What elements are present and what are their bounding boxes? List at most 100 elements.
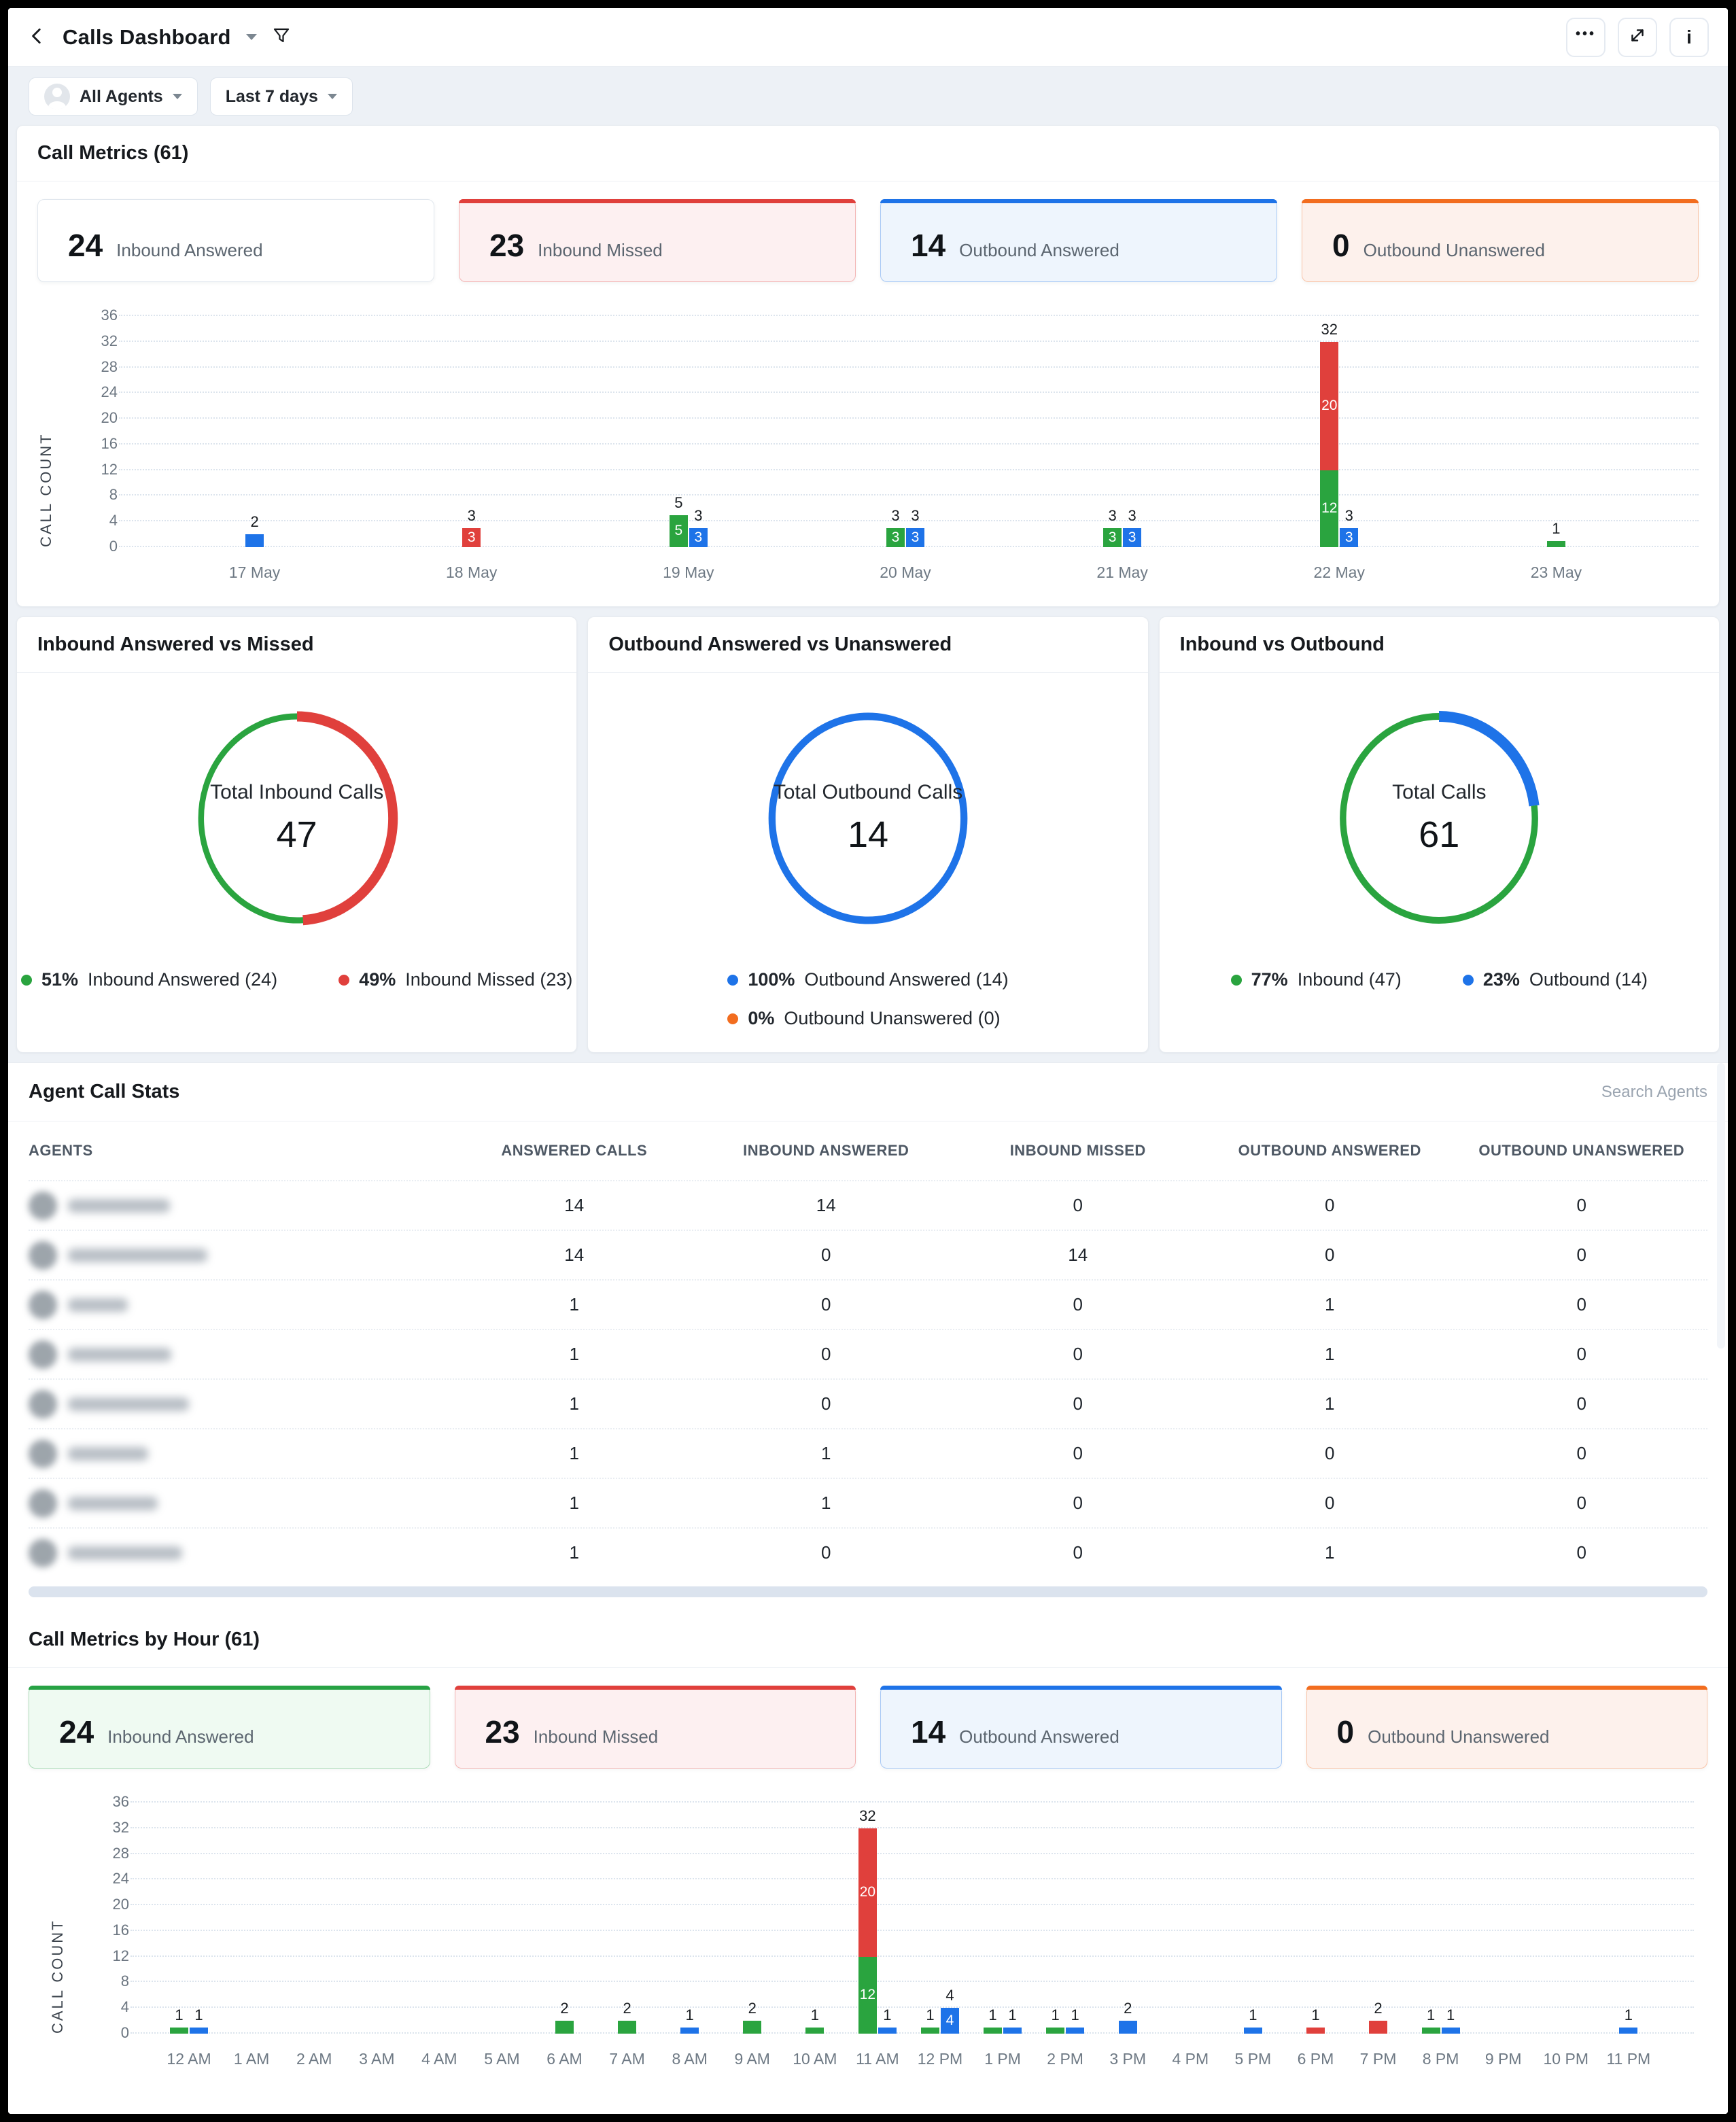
bar-segment-outbound-answered — [1619, 2027, 1638, 2034]
stat-card-accent — [459, 199, 856, 203]
agent-cell — [29, 1191, 449, 1220]
bar-segment-outbound-answered: 3 — [1123, 527, 1142, 547]
gridline — [119, 520, 1699, 522]
bar-value-label: 1 — [1051, 2006, 1060, 2023]
legend-item-inbound-answered[interactable]: 51% Inbound Answered (24) — [20, 969, 277, 990]
cell-outbound-unanswered: 0 — [1576, 1542, 1586, 1563]
ellipsis-icon: ••• — [1575, 27, 1596, 41]
vertical-scrollbar[interactable] — [1717, 1063, 1725, 1349]
donut-chart: Total Outbound Calls 14 — [759, 703, 977, 934]
legend-item-outbound[interactable]: 23% Outbound (14) — [1462, 969, 1648, 990]
legend-dot-icon — [338, 974, 350, 986]
bar-group[interactable]: 1 — [1243, 2006, 1262, 2034]
stat-card-inbound-missed[interactable]: 23 Inbound Missed — [459, 199, 856, 282]
donut-row: Inbound Answered vs Missed Total Inbound… — [16, 616, 1720, 1053]
gridline — [131, 2006, 1694, 2008]
divider — [588, 672, 1148, 673]
bar-inbound: 2 — [618, 2000, 637, 2034]
x-tick-label: 18 May — [445, 563, 498, 581]
agent-avatar-redacted — [29, 1439, 57, 1468]
stat-card-accent — [29, 1686, 430, 1690]
stat-card-outbound-answered[interactable]: 14 Outbound Answered — [880, 199, 1277, 282]
bar-group[interactable]: 1 — [1619, 2006, 1638, 2034]
bar-group[interactable]: 2 — [1369, 2000, 1388, 2034]
bar-stack: 3 — [905, 527, 924, 547]
agent-filter-dropdown[interactable]: All Agents — [29, 77, 198, 116]
bar-value-label: 3 — [1128, 506, 1136, 524]
bar-stack: 3 — [462, 527, 481, 547]
bar-value-label: 1 — [1624, 2006, 1633, 2023]
agent-avatar-redacted — [29, 1538, 57, 1567]
date-range-dropdown[interactable]: Last 7 days — [209, 77, 353, 116]
legend-item-inbound-missed[interactable]: 49% Inbound Missed (23) — [338, 969, 572, 990]
expand-button[interactable] — [1618, 17, 1657, 57]
bar-stack: 3 — [1103, 527, 1122, 547]
cell-inbound-answered: 1 — [821, 1493, 831, 1513]
filter-button[interactable] — [272, 27, 291, 48]
bar-group[interactable]: 32 20 12 1 — [858, 1807, 897, 2034]
gridline — [131, 1904, 1694, 1906]
bar-group[interactable]: 2 — [743, 2000, 762, 2034]
call-metrics-stats-row: 24 Inbound Answered 23 Inbound Missed 14 Outb… — [17, 181, 1719, 289]
legend-item-outbound-answered[interactable]: 100% Outbound Answered (14) — [727, 969, 1009, 990]
stat-value: 23 — [485, 1714, 520, 1750]
legend-item-outbound-unanswered[interactable]: 0% Outbound Unanswered (0) — [727, 1008, 1001, 1029]
bar-stack — [1441, 2027, 1460, 2034]
cell-outbound-answered: 0 — [1325, 1493, 1335, 1513]
stat-card-inbound-answered[interactable]: 24 Inbound Answered — [29, 1686, 430, 1769]
agent-avatar-redacted — [29, 1191, 57, 1220]
cell-outbound-unanswered: 0 — [1576, 1195, 1586, 1215]
stat-card-outbound-unanswered[interactable]: 0 Outbound Unanswered — [1306, 1686, 1707, 1769]
bar-group[interactable]: 2 — [618, 2000, 637, 2034]
x-tick-label: 3 PM — [1109, 2050, 1147, 2068]
y-tick-label: 12 — [112, 1947, 129, 1964]
column-header-inbound-missed: INBOUND MISSED — [1009, 1142, 1146, 1159]
bar-column-6-am: 2 — [533, 1803, 595, 2034]
bar-outbound: 1 — [1003, 2006, 1022, 2034]
stat-card-outbound-unanswered[interactable]: 0 Outbound Unanswered — [1302, 199, 1699, 282]
info-button[interactable]: i — [1669, 17, 1709, 57]
back-button[interactable] — [27, 26, 48, 48]
bar-group[interactable]: 1 — [680, 2006, 699, 2034]
agent-avatar-redacted — [29, 1489, 57, 1518]
bar-group[interactable]: 1 — [1306, 2006, 1325, 2034]
stat-card-inbound-missed[interactable]: 23 Inbound Missed — [454, 1686, 856, 1769]
bar-stack — [920, 2027, 939, 2034]
cell-inbound-missed: 0 — [1073, 1493, 1083, 1513]
bar-segment-inbound-missed — [1369, 2021, 1388, 2034]
donut-title: Inbound vs Outbound — [1179, 633, 1385, 655]
dashboard-selector-caret[interactable] — [245, 34, 257, 40]
legend-percent: 100% — [748, 969, 795, 990]
bar-segment-inbound-answered: 12 — [858, 1956, 877, 2034]
stat-card-outbound-answered[interactable]: 14 Outbound Answered — [880, 1686, 1282, 1769]
agent-search-input[interactable] — [1504, 1082, 1707, 1102]
horizontal-scrollbar[interactable] — [29, 1586, 1707, 1597]
bar-group[interactable]: 1 — [805, 2006, 824, 2034]
more-options-button[interactable]: ••• — [1566, 17, 1605, 57]
bar-value-label: 3 — [891, 506, 900, 524]
bar-stack — [1421, 2027, 1440, 2034]
agent-filter-label: All Agents — [80, 86, 163, 106]
bar-group[interactable]: 2 — [1118, 2000, 1137, 2034]
bar-column-4-pm — [1159, 1803, 1221, 2034]
gridline — [119, 442, 1699, 445]
bar-group[interactable]: 2 — [555, 2000, 574, 2034]
legend-item-inbound[interactable]: 77% Inbound (47) — [1230, 969, 1402, 990]
bar-group[interactable]: 32 20 12 3 3 — [1320, 321, 1359, 547]
bar-segment-inbound-answered: 5 — [669, 515, 688, 547]
bar-group[interactable]: 2 — [245, 513, 264, 547]
stat-card-inbound-answered[interactable]: 24 Inbound Answered — [37, 199, 434, 282]
bar-group[interactable]: 1 — [1546, 520, 1565, 547]
agent-name-redacted — [68, 1198, 170, 1213]
